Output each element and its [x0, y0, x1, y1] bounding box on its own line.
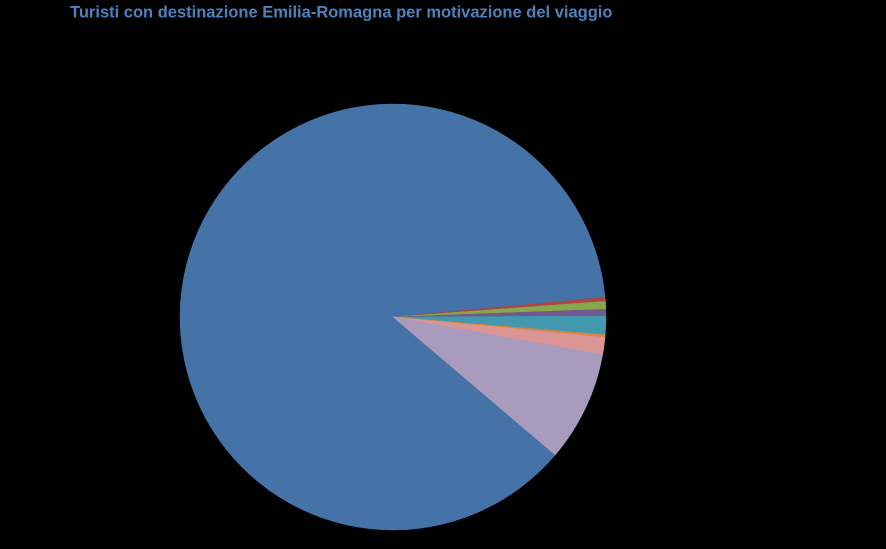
pie-slice	[179, 103, 606, 531]
pie	[179, 103, 607, 531]
pie-slice	[392, 316, 603, 456]
chart-title: Turisti con destinazione Emilia-Romagna …	[70, 3, 612, 21]
